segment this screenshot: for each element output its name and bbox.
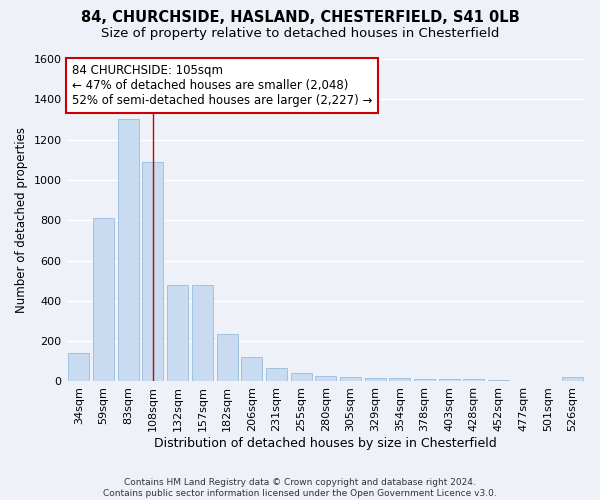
Bar (488, 380, 509, 382)
Bar (562, 378, 583, 382)
Text: 84, CHURCHSIDE, HASLAND, CHESTERFIELD, S41 0LB: 84, CHURCHSIDE, HASLAND, CHESTERFIELD, S… (80, 10, 520, 25)
Text: 84 CHURCHSIDE: 105sqm
← 47% of detached houses are smaller (2,048)
52% of semi-d: 84 CHURCHSIDE: 105sqm ← 47% of detached … (72, 64, 372, 107)
Bar (241, 358, 262, 382)
Bar (192, 284, 213, 382)
Bar (513, 380, 534, 382)
Bar (217, 334, 238, 382)
Bar (538, 381, 559, 382)
Bar (118, 120, 139, 382)
Bar (68, 353, 89, 382)
Bar (414, 379, 435, 382)
Bar (142, 162, 163, 382)
Bar (439, 379, 460, 382)
Bar (266, 368, 287, 382)
Y-axis label: Number of detached properties: Number of detached properties (15, 127, 28, 313)
Text: Size of property relative to detached houses in Chesterfield: Size of property relative to detached ho… (101, 28, 499, 40)
X-axis label: Distribution of detached houses by size in Chesterfield: Distribution of detached houses by size … (154, 437, 497, 450)
Bar (365, 378, 386, 382)
Bar (167, 284, 188, 382)
Bar (463, 380, 484, 382)
Bar (315, 376, 336, 382)
Text: Contains HM Land Registry data © Crown copyright and database right 2024.
Contai: Contains HM Land Registry data © Crown c… (103, 478, 497, 498)
Bar (340, 378, 361, 382)
Bar (290, 374, 311, 382)
Bar (389, 378, 410, 382)
Bar (93, 218, 114, 382)
